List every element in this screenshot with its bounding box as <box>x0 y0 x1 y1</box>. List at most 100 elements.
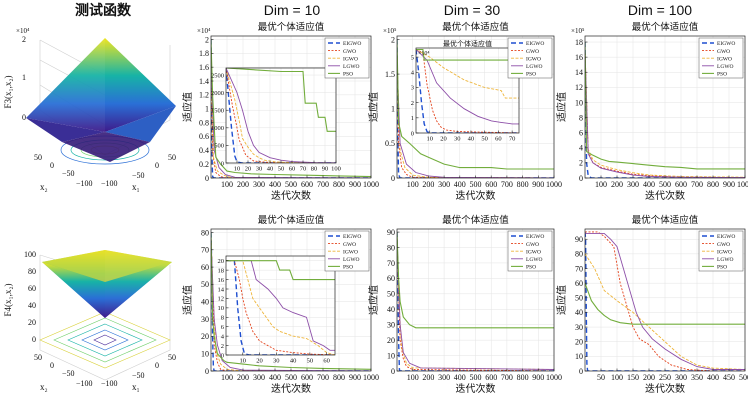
chart-3-x-tick-label: 200 <box>611 180 623 189</box>
chart-4-inset-y-tick-label: 16 <box>218 277 225 284</box>
inset-chart: 10 20 30 40 50 60 70 0 1 2 3 4 5 最优个体适应值 ×10⁴ <box>411 39 520 143</box>
surface-f4-ytick: −100 <box>76 379 93 388</box>
chart-1-inset-x-tick-label: 70 <box>300 166 307 173</box>
chart-2-y-tick-label: 1 <box>391 105 395 114</box>
chart-4-inset-frame <box>225 255 336 356</box>
chart-2-inset-x-tick-label: 50 <box>481 136 488 143</box>
chart-6-y-tick-label: 20 <box>575 338 583 347</box>
chart-4-inset-x-tick-label: 20 <box>256 358 263 365</box>
chart-2-inset-series-igwo <box>416 49 519 99</box>
chart-3-x-tick-label: 300 <box>627 180 639 189</box>
surface-f4-ztick: 80 <box>28 267 36 276</box>
y-scale-label: ×10⁵ <box>571 27 585 35</box>
surface-f4-xtick: −100 <box>101 379 118 388</box>
chart-2-y-tick-label: 1.5 <box>385 70 395 79</box>
header-dim-30: Dim = 30 <box>444 2 501 18</box>
chart-1-y-tick-label: 0.2 <box>199 160 209 169</box>
chart-3-y-tick-label: 2 <box>579 159 583 168</box>
chart-6-y-tick-label: 10 <box>575 352 583 361</box>
chart-2-x-tick-label: 800 <box>517 180 529 189</box>
y-scale-label: ×10⁵ <box>383 27 397 35</box>
header-dim-100: Dim = 100 <box>628 2 692 18</box>
chart-1-inset-x-tick-label: 10 <box>234 166 241 173</box>
chart-4-y-tick-label: 20 <box>201 332 209 341</box>
legend-label: LGWO <box>343 257 360 263</box>
chart-5-series-lgwo <box>397 236 554 370</box>
chart-4-y-tick-label: 40 <box>201 298 209 307</box>
chart-6-y-tick-label: 40 <box>575 308 583 317</box>
legend-label: LGWO <box>343 64 360 70</box>
legend-label: LGWO <box>717 257 734 263</box>
surface-f3-ztick: 2 <box>22 35 26 44</box>
surface-f4-ytick: −50 <box>62 369 75 378</box>
chart-5-series-gwo <box>397 235 554 371</box>
inset-chart: 10 20 30 40 50 60 70 80 90 1000500100015002000250… <box>211 67 341 173</box>
chart-4-inset-series-pso <box>226 260 335 281</box>
chart-4-y-tick-label: 80 <box>201 228 209 237</box>
chart-3-series-lgwo <box>585 49 745 178</box>
surface-f4-ylabel: x₂ <box>40 382 48 392</box>
surface-f3-xtick: 0 <box>155 161 159 170</box>
chart-2-x-tick-label: 1000 <box>546 180 562 189</box>
surface-f3-ytick: 50 <box>34 153 42 162</box>
chart-4-inset-y-tick-label: 6 <box>221 324 225 331</box>
legend-label: EIGWO <box>526 41 544 47</box>
chart-5-y-tick-label: 0 <box>391 367 395 376</box>
chart-6-x-tick-label: 50 <box>597 373 605 382</box>
chart-title: 最优个体适应值 <box>442 21 509 33</box>
chart-6-x-tick-label: 350 <box>691 373 703 382</box>
chart-1-x-tick-label: 200 <box>237 180 249 189</box>
chart-5-y-tick-label: 10 <box>387 351 395 360</box>
chart-4-inset-x-tick-label: 30 <box>273 358 280 365</box>
chart-6-series-gwo <box>585 231 745 371</box>
surface-f3-ytick: −100 <box>76 179 93 188</box>
surface-plot-f3: ×10⁴ F3(x₁,x₂) 0 1 2 50 0 −50 −100 −100 … <box>3 27 176 192</box>
chart-5-y-tick-label: 30 <box>387 320 395 329</box>
chart-2-inset-series-pso <box>416 48 519 61</box>
chart-4-y-tick-label: 60 <box>201 263 209 272</box>
chart-title: 最优个体适应值 <box>258 214 325 226</box>
surface-f3-ztick: 0 <box>22 113 26 122</box>
x-axis-label: 迭代次数 <box>645 382 685 395</box>
surface-f4-ztick: 40 <box>28 301 36 310</box>
chart-3-y-tick-label: 6 <box>579 128 583 137</box>
surface-f3-ytick: 0 <box>50 161 54 170</box>
chart-6-x-tick-label: 500 <box>739 373 748 382</box>
surface-f4-mesh <box>42 250 172 318</box>
chart-2-inset-x-tick-label: 30 <box>454 136 461 143</box>
chart-1-series-igwo <box>211 53 371 178</box>
chart-1-y-tick-label: 1.4 <box>199 77 209 86</box>
chart-4-x-tick-label: 900 <box>349 373 361 382</box>
legend-label: LGWO <box>526 64 543 70</box>
chart-5-y-tick-label: 20 <box>387 336 395 345</box>
legend-label: EIGWO <box>526 234 544 240</box>
chart-3-x-tick-label: 400 <box>643 180 655 189</box>
chart-2-inset-x-tick-label: 60 <box>495 136 502 143</box>
chart-4-x-tick-label: 1000 <box>363 373 379 382</box>
surface-f4-xtick: 0 <box>155 361 159 370</box>
chart-1-inset-x-tick-label: 60 <box>289 166 296 173</box>
chart-6-y-tick-label: 90 <box>575 235 583 244</box>
legend-label: EIGWO <box>343 234 361 240</box>
chart-3-series-pso <box>585 41 745 170</box>
chart-5-y-tick-label: 40 <box>387 305 395 314</box>
legend-label: GWO <box>343 242 356 248</box>
surface-f3-xlabel: x₁ <box>132 182 140 192</box>
chart-1: 100 200 300 400 500 600 700 800 900 100000.20.40.… <box>181 21 379 202</box>
y-axis-label: 适应值 <box>367 92 380 122</box>
legend-label: PSO <box>717 72 727 78</box>
chart-3-y-tick-label: 16 <box>575 53 583 62</box>
legend-label: GWO <box>526 49 539 55</box>
chart-2: 100 200 300 400 500 600 700 800 900 100000.511.52… <box>367 21 562 202</box>
convergence-charts: 100 200 300 400 500 600 700 800 900 100000.20.40.… <box>181 21 748 395</box>
chart-2-series-pso <box>397 39 554 170</box>
chart-3-y-tick-label: 18 <box>575 38 583 47</box>
chart-5-y-tick-label: 60 <box>387 274 395 283</box>
chart-3-x-tick-label: 600 <box>675 180 687 189</box>
inset-chart: 10 20 30 40 50 60 0 2 4 6 8 10 12 14 16 18 20 <box>218 255 336 365</box>
surface-f3-zlabel: F3(x₁,x₂) <box>3 75 13 108</box>
chart-4-inset-series-lgwo <box>226 260 335 351</box>
